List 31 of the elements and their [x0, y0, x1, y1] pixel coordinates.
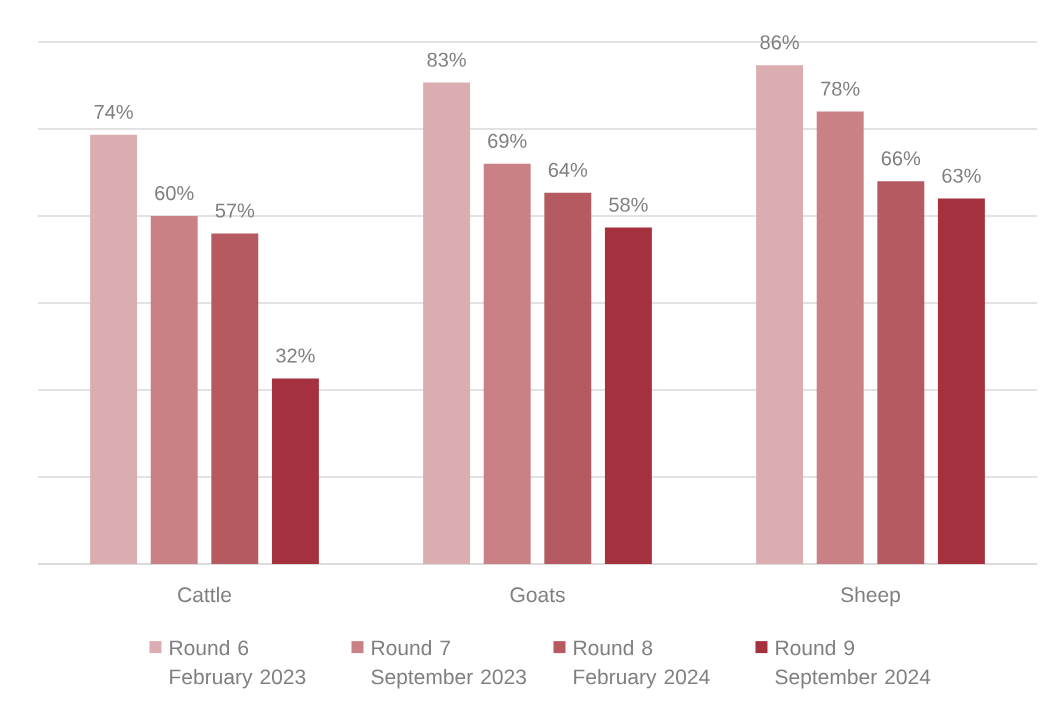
bar [271, 378, 319, 564]
bar [877, 181, 925, 564]
bar [604, 227, 652, 564]
data-label: 69% [488, 133, 527, 148]
data-label: 60% [155, 186, 194, 201]
bar [816, 111, 864, 564]
legend-label: Round 8 February 2024 [574, 639, 710, 689]
x-tick-label: Sheep [841, 586, 900, 607]
bar [756, 65, 804, 564]
bar [211, 233, 259, 564]
x-tick-label: Goats [510, 587, 565, 603]
data-label: 86% [760, 35, 799, 50]
legend-label: Round 7 September 2023 [371, 639, 526, 689]
bar [423, 82, 471, 564]
data-label: 32% [276, 348, 315, 363]
data-label: 57% [215, 203, 255, 218]
data-label: 58% [609, 197, 648, 212]
data-label: 78% [821, 81, 860, 96]
legend-label: Round 6 February 2023 [170, 639, 306, 689]
data-label: 63% [942, 168, 981, 183]
bar [483, 163, 531, 564]
bar [150, 216, 198, 564]
data-label: 66% [881, 151, 921, 166]
bar [544, 192, 592, 564]
bar [90, 134, 138, 564]
bar [937, 198, 985, 564]
x-tick-label: Cattle [178, 586, 231, 603]
legend-label: Round 9 September 2024 [775, 639, 931, 689]
data-label: 64% [548, 162, 588, 177]
data-label: 83% [427, 52, 466, 67]
data-label: 74% [94, 104, 133, 119]
